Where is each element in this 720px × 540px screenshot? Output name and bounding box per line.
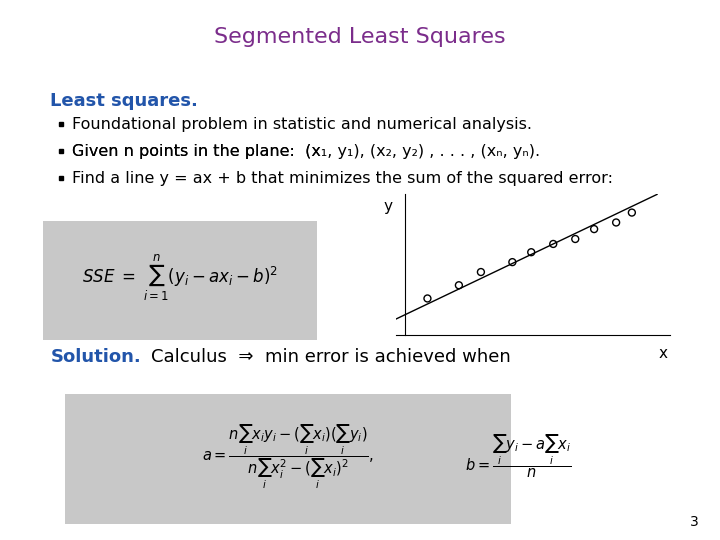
Point: [626, 208, 638, 217]
Point: [507, 258, 518, 266]
Point: [588, 225, 600, 233]
Point: [453, 281, 464, 289]
Text: Calculus  ⇒  min error is achieved when: Calculus ⇒ min error is achieved when: [151, 348, 511, 366]
Point: [611, 218, 622, 227]
FancyBboxPatch shape: [65, 394, 511, 524]
Text: Solution.: Solution.: [50, 348, 141, 366]
Text: Foundational problem in statistic and numerical analysis.: Foundational problem in statistic and nu…: [72, 117, 532, 132]
Point: [570, 235, 581, 244]
Text: $SSE\;=\;\sum_{i=1}^{n}(y_i - ax_i - b)^2$: $SSE\;=\;\sum_{i=1}^{n}(y_i - ax_i - b)^…: [82, 253, 278, 303]
Text: $b = \dfrac{\sum_i y_i - a\sum_i x_i}{n}$: $b = \dfrac{\sum_i y_i - a\sum_i x_i}{n}…: [465, 433, 572, 480]
Text: y: y: [384, 199, 393, 214]
Text: x: x: [659, 346, 668, 361]
Text: 3: 3: [690, 515, 698, 529]
Point: [547, 240, 559, 248]
Text: Given n points in the plane:  (x: Given n points in the plane: (x: [72, 144, 321, 159]
Text: Segmented Least Squares: Segmented Least Squares: [214, 27, 506, 47]
FancyBboxPatch shape: [43, 221, 317, 340]
Text: $a = \dfrac{n\sum_i x_i y_i - (\sum_i x_i)(\sum_i y_i)}{n\sum_i x_i^2 - (\sum_i : $a = \dfrac{n\sum_i x_i y_i - (\sum_i x_…: [202, 422, 374, 491]
Point: [475, 268, 487, 276]
Point: [526, 248, 537, 256]
Point: [422, 294, 433, 303]
Text: Find a line y = ax + b that minimizes the sum of the squared error:: Find a line y = ax + b that minimizes th…: [72, 171, 613, 186]
Text: Least squares.: Least squares.: [50, 92, 198, 110]
Text: Given n points in the plane:  (x₁, y₁), (x₂, y₂) , . . . , (xₙ, yₙ).: Given n points in the plane: (x₁, y₁), (…: [72, 144, 540, 159]
